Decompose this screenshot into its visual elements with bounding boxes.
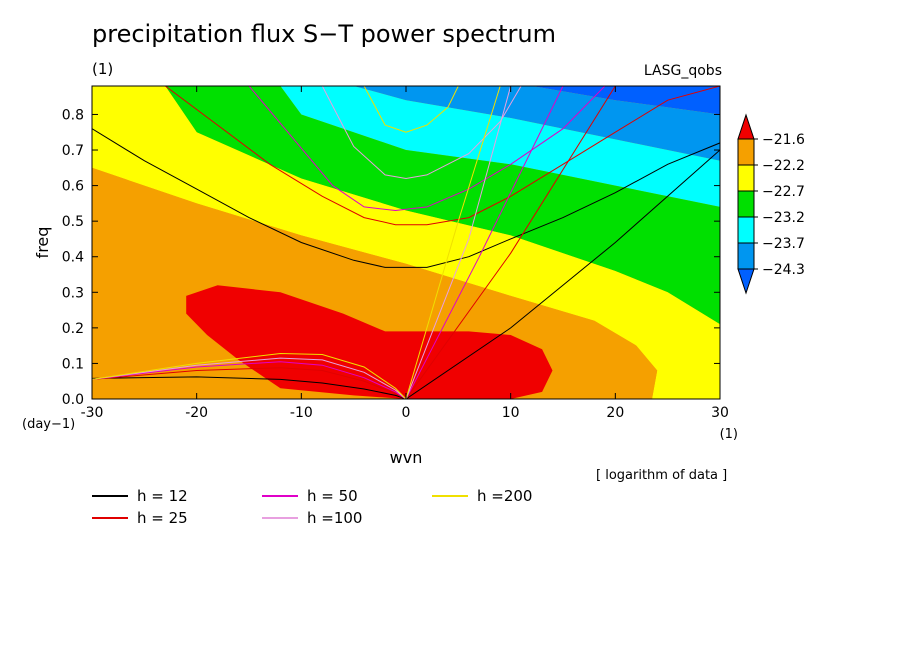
curve-series-1-0 (165, 86, 720, 226)
x-tick-label: 20 (606, 405, 624, 421)
y-tick-label: 0.2 (62, 321, 84, 337)
legend-label: h = 12 (137, 487, 188, 505)
x-tick-label: 30 (711, 405, 729, 421)
curve-series-1-2 (405, 86, 616, 399)
colorbar-box (737, 164, 755, 192)
colorbar-label: −22.7 (762, 184, 805, 200)
curve-series-3-2 (405, 86, 512, 399)
shading-region-4 (92, 86, 720, 399)
colorbar-label: −22.2 (762, 158, 805, 174)
legend: h = 12 h = 25 h = 50 h =100 h =200 (92, 487, 532, 527)
source-label: LASG_qobs (643, 63, 722, 79)
y-tick-label: 0.6 (62, 179, 84, 195)
curve-series-4-2 (405, 86, 501, 399)
curve-series-0-1 (92, 376, 407, 399)
units-label: (1) (92, 60, 114, 78)
y-tick-label: 0.8 (62, 107, 84, 123)
legend-label: h =100 (307, 509, 362, 527)
colorbar-box (737, 216, 755, 244)
legend-label: h = 25 (137, 509, 188, 527)
y-tick-label: 0.7 (62, 143, 84, 159)
legend-label: h = 50 (307, 487, 358, 505)
x-tick-label: 10 (502, 405, 520, 421)
colorbar-label: −24.3 (762, 262, 805, 278)
curve-series-0-2 (405, 149, 720, 399)
y-tick-label: 0.0 (62, 392, 84, 408)
y-tick-label: 0.3 (62, 285, 84, 301)
colorbar-box (737, 138, 755, 166)
curve-series-3-1 (92, 357, 407, 399)
shading-region-1 (353, 86, 720, 161)
shading-region-3 (165, 86, 720, 325)
x-tick-label: -10 (290, 405, 313, 421)
x-tick-label: 0 (402, 405, 411, 421)
y-tick-label: 0.5 (62, 214, 84, 230)
curve-series-4-0 (363, 86, 459, 133)
shading-region-6 (186, 285, 553, 399)
colorbar: −21.6 −22.2 −22.7 −23.2 −23.7 −24.3 (737, 113, 805, 295)
curve-series-2-1 (92, 361, 407, 399)
shading-region-0 (531, 86, 720, 115)
colorbar-box (737, 190, 755, 218)
x-axis-label: wvn (390, 448, 423, 467)
y-tick-label: 0.1 (62, 356, 84, 372)
contour-shading (92, 86, 720, 399)
curve-series-4-1 (92, 352, 407, 399)
colorbar-top-arrow (737, 113, 755, 140)
x-tick-label: -20 (185, 405, 208, 421)
colorbar-label: −23.7 (762, 236, 805, 252)
curve-series-0-0 (92, 128, 720, 268)
legend-label: h =200 (477, 487, 532, 505)
curve-series-2-2 (405, 86, 564, 399)
dispersion-curves (92, 86, 720, 399)
y-unit-label: (day−1) (22, 417, 75, 432)
colorbar-bottom-arrow (737, 268, 755, 295)
chart-title: precipitation flux S−T power spectrum (92, 20, 556, 48)
x-tick-label: -30 (81, 405, 104, 421)
y-tick-label: 0.4 (62, 250, 84, 266)
y-axis-label: freq (33, 227, 52, 259)
curve-series-1-1 (92, 367, 407, 399)
colorbar-label: −23.2 (762, 210, 805, 226)
colorbar-box (737, 242, 755, 270)
curve-series-2-0 (248, 86, 606, 212)
axes: -30 -20 -10 0 10 20 30 0.0 0.1 0.2 0.3 0.4 0.5 0.6 0.7… (22, 86, 738, 467)
x-unit-label: (1) (720, 427, 738, 442)
colorbar-label: −21.6 (762, 132, 805, 148)
shading-region-2 (280, 86, 720, 207)
log-note: [ logarithm of data ] (596, 468, 728, 483)
curve-series-3-0 (321, 86, 522, 180)
